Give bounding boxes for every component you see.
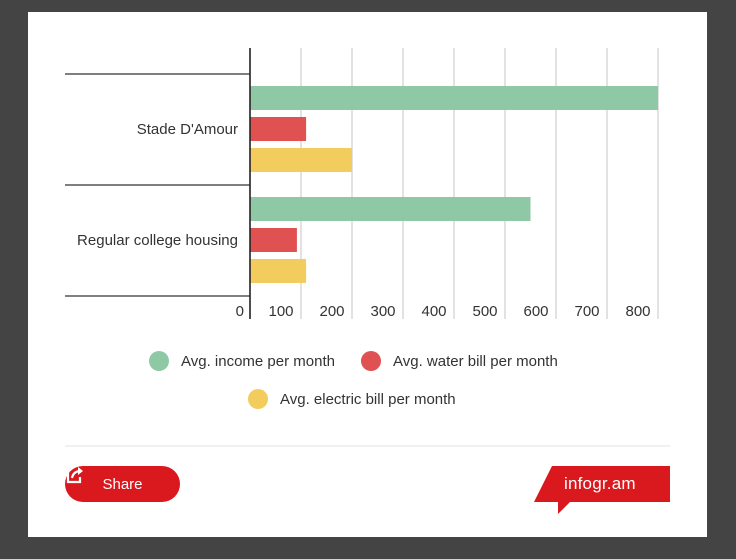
legend-marker bbox=[149, 351, 169, 371]
legend-label: Avg. income per month bbox=[181, 353, 335, 370]
share-label: Share bbox=[102, 475, 143, 493]
x-tick-label: 400 bbox=[421, 303, 446, 320]
share-icon bbox=[66, 467, 83, 484]
logo-flag-shape bbox=[534, 466, 670, 514]
legend-marker bbox=[248, 389, 268, 409]
bar bbox=[250, 148, 352, 172]
bar bbox=[250, 86, 658, 110]
x-tick-label: 100 bbox=[268, 303, 293, 320]
brand-label: infogr.am bbox=[564, 474, 636, 493]
legend-label: Avg. electric bill per month bbox=[280, 391, 456, 408]
legend-marker bbox=[361, 351, 381, 371]
legend-label: Avg. water bill per month bbox=[393, 353, 558, 370]
category-label: Stade D'Amour bbox=[137, 121, 238, 138]
x-tick-label: 600 bbox=[523, 303, 548, 320]
x-tick-label: 500 bbox=[472, 303, 497, 320]
infogram-logo[interactable]: infogr.am bbox=[534, 464, 670, 516]
bar bbox=[250, 117, 307, 141]
bar-chart: Stade D'Amour Regular college housing 0 100… bbox=[65, 48, 670, 447]
x-tick-label: 200 bbox=[319, 303, 344, 320]
bar bbox=[250, 197, 531, 221]
x-tick-label: 700 bbox=[574, 303, 599, 320]
x-tick-label: 800 bbox=[625, 303, 650, 320]
x-tick-label: 300 bbox=[370, 303, 395, 320]
chart-card: Stade D'Amour Regular college housing 0 100… bbox=[28, 12, 707, 537]
bar bbox=[250, 228, 297, 252]
category-label: Regular college housing bbox=[77, 232, 238, 249]
share-button[interactable]: Share bbox=[65, 466, 180, 502]
bar bbox=[250, 259, 307, 283]
x-tick-label: 0 bbox=[236, 303, 244, 320]
